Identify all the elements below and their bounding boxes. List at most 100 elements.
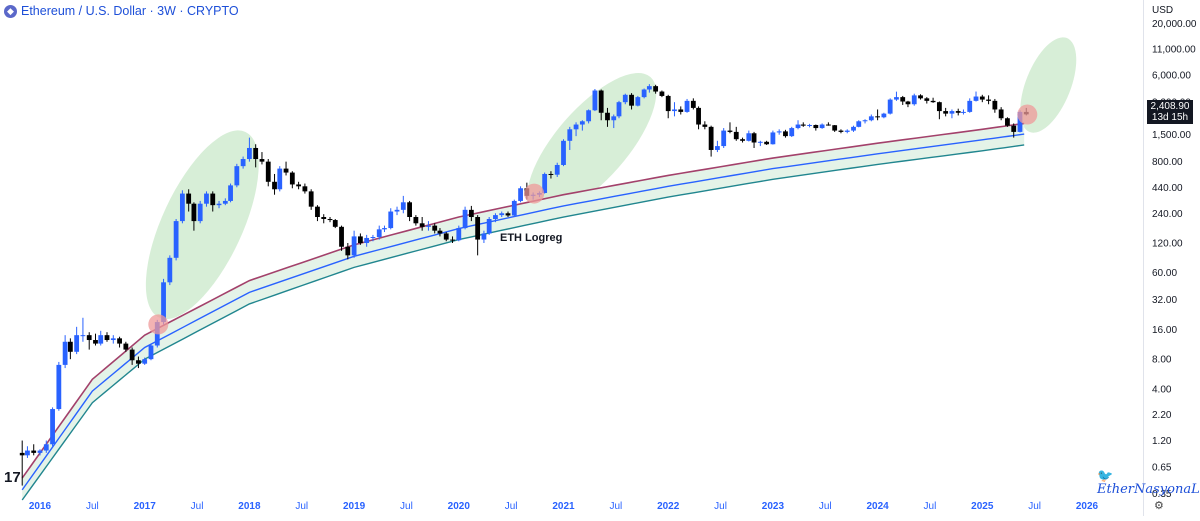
candle-body [136, 360, 141, 364]
touch-marker [1017, 104, 1038, 125]
candle-body [382, 228, 387, 230]
candle [986, 95, 991, 105]
candle [332, 219, 338, 229]
candle-body [351, 236, 357, 256]
candle-body [388, 211, 394, 229]
time-tick-label: 2025 [971, 501, 994, 512]
candle [129, 347, 135, 365]
candle [98, 330, 104, 346]
candle-body [93, 340, 98, 344]
candle [142, 357, 148, 365]
last-price-value: 2,408.90 [1150, 101, 1190, 112]
candle [881, 112, 887, 119]
middle-band-line [21, 133, 1025, 491]
candle-body [518, 188, 523, 201]
candle [653, 84, 659, 94]
candle [43, 440, 49, 453]
candle-body [253, 147, 259, 160]
currency-selector[interactable]: USD [1146, 2, 1196, 18]
candle [949, 109, 955, 119]
candle [117, 336, 122, 348]
price-tick-label: 120.00 [1152, 239, 1183, 250]
candle-body [813, 124, 819, 129]
candle [875, 109, 880, 121]
candle-body [542, 173, 548, 194]
candle-body [659, 91, 665, 96]
candle-body [881, 113, 887, 118]
candle-body [505, 213, 511, 216]
tradingview-logo[interactable]: 17 [4, 469, 21, 486]
candle [136, 356, 141, 369]
candle [979, 94, 985, 103]
candle-body [561, 140, 566, 165]
candle [992, 98, 998, 113]
candle-body [727, 130, 733, 132]
gear-icon[interactable]: ⚙ [1154, 500, 1164, 512]
time-tick-label: Jul [609, 501, 622, 512]
candle-body [110, 338, 116, 341]
candle-body [240, 159, 246, 167]
symbol-header[interactable]: ◆ Ethereum / U.S. Dollar · 3W · CRYPTO [4, 3, 239, 19]
candle [751, 131, 757, 148]
candle [629, 93, 634, 110]
candle [918, 94, 923, 100]
candle-body [1011, 125, 1017, 132]
candle [56, 361, 62, 411]
candle [684, 98, 690, 113]
time-axis[interactable]: 2016 Jul 2017 Jul 2018 Jul 2019 Jul 2020 Jul 2021 J… [29, 501, 1099, 512]
candle-body [104, 335, 110, 341]
candle [961, 109, 966, 115]
candle [50, 407, 55, 447]
candle-body [770, 132, 776, 145]
candle [862, 119, 868, 124]
candle-body [573, 124, 579, 130]
candle [475, 215, 481, 256]
candle [407, 200, 412, 222]
rally-zone-1 [145, 130, 259, 320]
candle [443, 232, 449, 242]
candle-body [456, 228, 462, 241]
candle [167, 255, 173, 286]
candle [825, 122, 831, 126]
price-tick-label: 800.00 [1152, 157, 1183, 168]
candle [289, 171, 295, 189]
candle-body [838, 130, 844, 132]
candle-body [475, 217, 481, 240]
candle-body [1017, 111, 1023, 132]
candle-body [851, 126, 856, 131]
candle-body [598, 90, 604, 113]
candle [123, 341, 129, 352]
candle-body [653, 86, 659, 92]
time-tick-label: 2016 [29, 501, 52, 512]
candle [518, 186, 523, 203]
candle-body [911, 95, 917, 105]
candle [795, 120, 801, 130]
candle [370, 234, 376, 242]
candle [924, 97, 930, 104]
candle [511, 199, 517, 217]
price-axis[interactable]: 0.35 0.65 1.20 2.20 4.00 8.00 16.00 32.00 60.00 1… [1144, 0, 1200, 516]
candle [456, 225, 462, 242]
time-tick-label: 2018 [238, 501, 261, 512]
candle [486, 217, 492, 235]
candle-body [129, 349, 135, 361]
candle-body [746, 133, 752, 141]
candle [548, 171, 554, 179]
candle-body [443, 233, 449, 240]
candle [86, 332, 92, 350]
candle [400, 195, 406, 214]
candle-body [554, 164, 560, 175]
candle [746, 130, 752, 142]
candle-body [949, 111, 955, 114]
candle-body [493, 215, 498, 220]
price-tick-label: 240.00 [1152, 209, 1183, 220]
currency-label: USD [1152, 4, 1174, 16]
candle [191, 202, 197, 231]
candle-body [605, 112, 610, 121]
candle-body [783, 131, 788, 137]
candle [905, 100, 911, 108]
candle-body [370, 237, 376, 239]
candle [868, 114, 874, 122]
